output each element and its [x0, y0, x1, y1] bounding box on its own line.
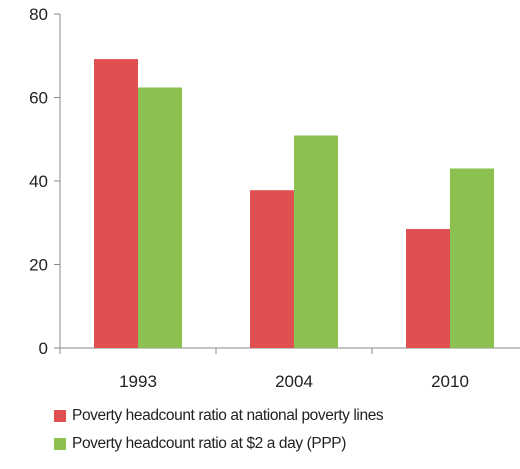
- legend-label-national-lines: Poverty headcount ratio at national pove…: [72, 407, 384, 424]
- legend-item-national-lines: Poverty headcount ratio at national pove…: [54, 402, 384, 430]
- legend-item-two-dollar: Poverty headcount ratio at $2 a day (PPP…: [54, 430, 383, 458]
- x-tick-label: 1993: [119, 372, 157, 391]
- bar-two-dollar-1993: [138, 87, 182, 348]
- legend-swatch-national-lines: [54, 410, 66, 422]
- bar-two-dollar-2004: [294, 135, 338, 348]
- chart-tick-labels: 0 20 40 60 80 1993 2004 2010: [29, 5, 469, 391]
- y-tick-label: 0: [39, 339, 48, 358]
- bar-chart: 0 20 40 60 80 1993 2004 2010: [29, 5, 520, 391]
- x-tick-label: 2004: [275, 372, 313, 391]
- chart-legend: Poverty headcount ratio at national pove…: [54, 402, 384, 458]
- bar-national-lines-2004: [250, 190, 294, 348]
- legend-label-two-dollar: Poverty headcount ratio at $2 a day (PPP…: [72, 435, 346, 452]
- y-tick-label: 60: [29, 89, 48, 108]
- legend-swatch-two-dollar: [54, 438, 66, 450]
- x-tick-label: 2010: [431, 372, 469, 391]
- y-tick-label: 20: [29, 256, 48, 275]
- y-tick-label: 40: [29, 172, 48, 191]
- bar-national-lines-1993: [94, 59, 138, 349]
- bar-national-lines-2010: [406, 229, 450, 348]
- bar-two-dollar-2010: [450, 168, 494, 348]
- chart-bars: [94, 59, 494, 349]
- y-tick-label: 80: [29, 5, 48, 24]
